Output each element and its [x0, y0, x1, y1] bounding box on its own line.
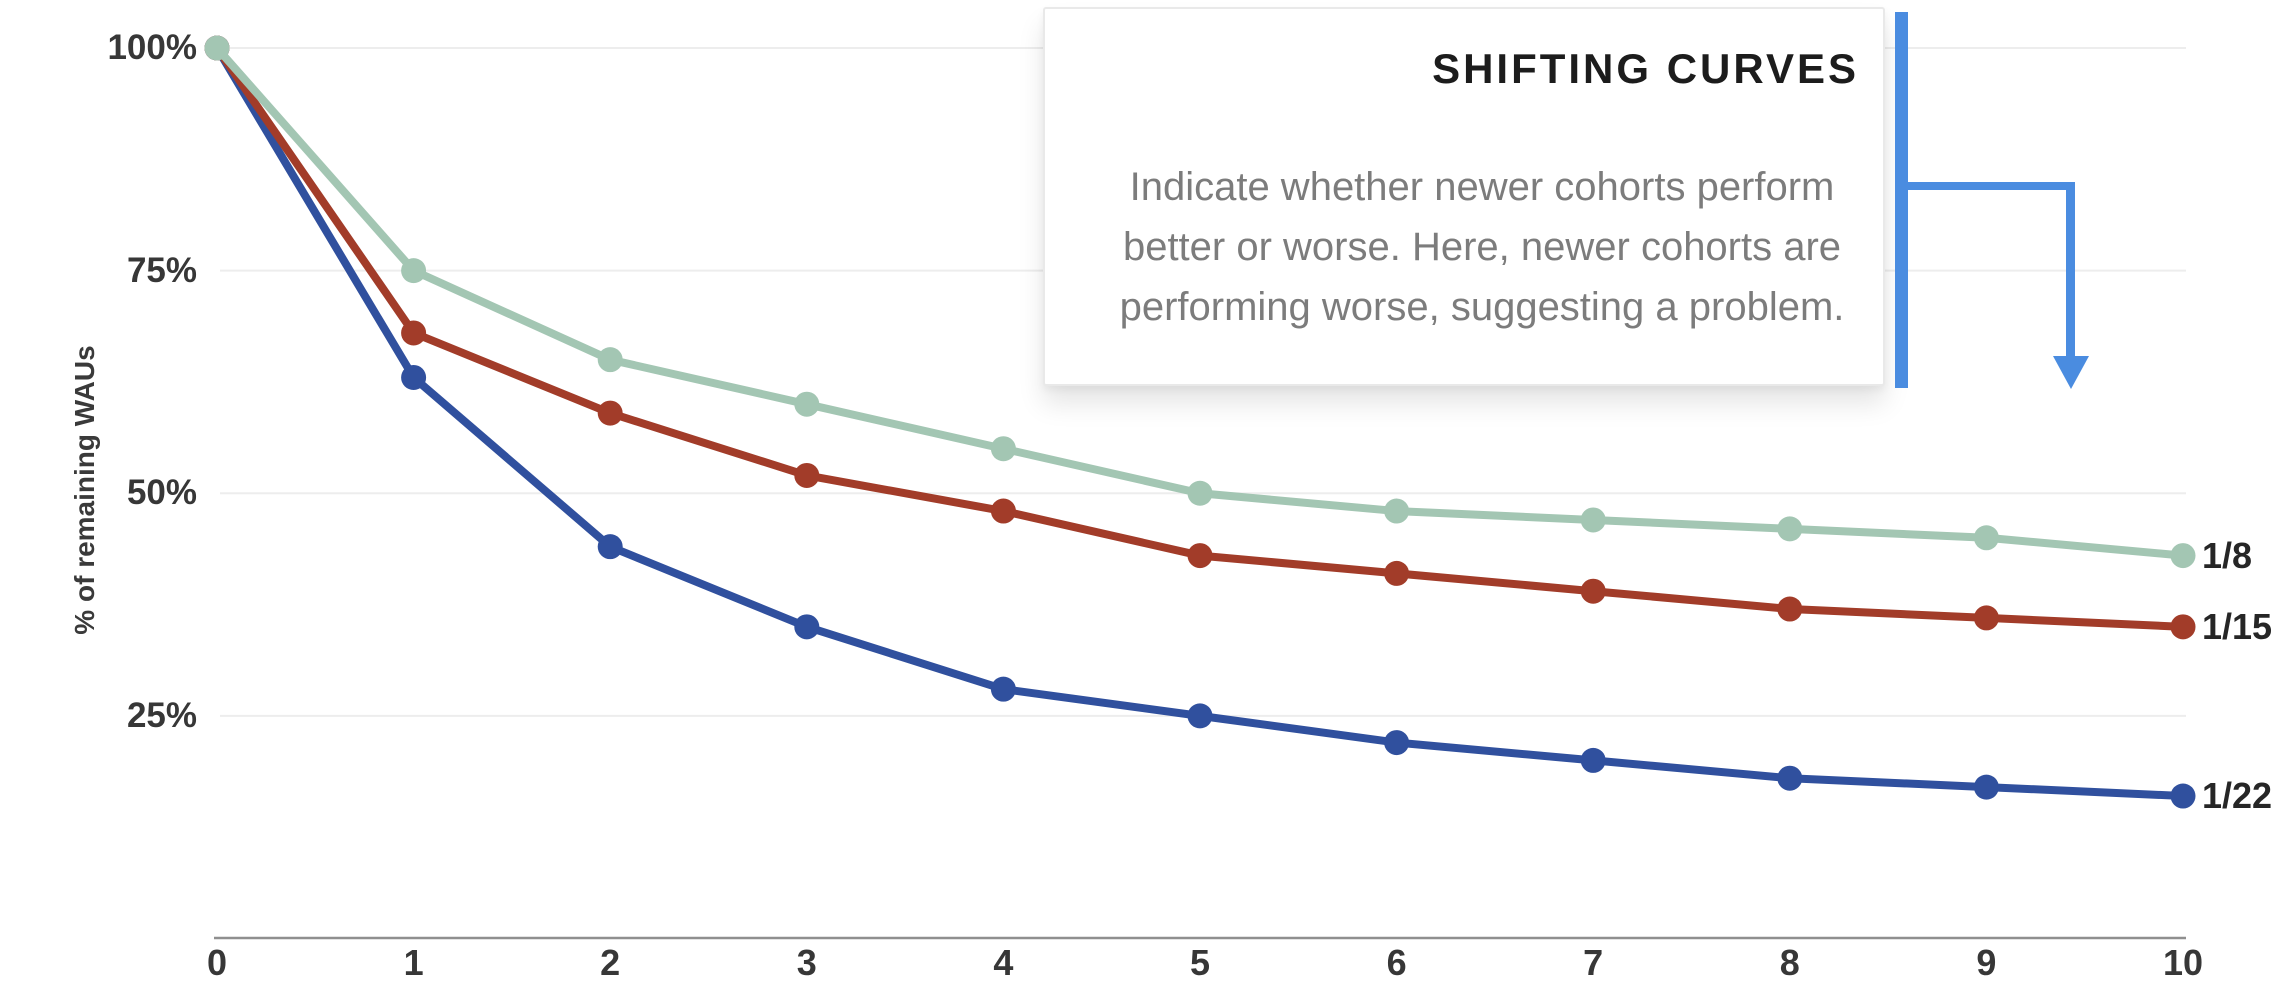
callout-body-line-3: performing worse, suggesting a problem. [1119, 285, 1845, 329]
data-point-1-15-x6 [1384, 560, 1410, 586]
callout-title: SHIFTING CURVES [1432, 45, 1859, 92]
x-tick-label-4: 4 [993, 942, 1014, 983]
y-tick-label-25%: 25% [126, 695, 197, 735]
x-tick-label-9: 9 [1976, 942, 1997, 983]
data-point-1-8-x3 [794, 391, 820, 417]
data-point-1-15-x1 [401, 320, 427, 346]
series-label-1-8: 1/8 [2202, 534, 2253, 576]
data-point-1-8-x0 [204, 35, 230, 61]
x-tick-label-0: 0 [206, 942, 228, 983]
callout-accent-bar [1895, 12, 1908, 388]
data-point-1-8-x4 [990, 436, 1016, 462]
callout-arrow-vertical-segment [2066, 182, 2075, 358]
x-tick-label-2: 2 [600, 942, 621, 983]
data-point-1-22-x2 [597, 534, 623, 560]
data-point-1-8-x5 [1187, 480, 1213, 506]
data-point-1-22-x4 [990, 676, 1016, 702]
data-point-1-8-x10 [2170, 543, 2196, 569]
data-point-1-8-x7 [1580, 507, 1606, 533]
callout-body: Indicate whether newer cohorts perform be… [1101, 157, 1863, 337]
data-point-1-8-x6 [1384, 498, 1410, 524]
data-point-1-22-x8 [1777, 765, 1803, 791]
y-tick-label-75%: 75% [126, 250, 197, 290]
data-point-1-8-x9 [1973, 525, 1999, 551]
x-tick-label-6: 6 [1386, 942, 1407, 983]
data-point-1-8-x2 [597, 347, 623, 373]
x-tick-label-7: 7 [1583, 942, 1604, 983]
x-tick-label-10: 10 [2162, 942, 2204, 983]
data-point-1-15-x3 [794, 462, 820, 488]
callout-arrow-down-head [2053, 356, 2089, 389]
data-point-1-22-x7 [1580, 747, 1606, 773]
data-point-1-8-x1 [401, 258, 427, 284]
y-tick-label-50%: 50% [126, 473, 197, 513]
x-tick-label-1: 1 [403, 942, 424, 983]
callout-arrow-horizontal-segment [1908, 182, 2075, 190]
data-point-1-15-x5 [1187, 543, 1213, 569]
data-point-1-15-x4 [990, 498, 1016, 524]
data-point-1-15-x2 [597, 400, 623, 426]
x-tick-label-3: 3 [796, 942, 817, 983]
series-label-1-22: 1/22 [2202, 775, 2273, 817]
callout-body-line-1: Indicate whether newer cohorts perform [1129, 165, 1835, 209]
data-point-1-22-x3 [794, 614, 820, 640]
y-tick-label-100%: 100% [107, 28, 197, 67]
data-point-1-15-x8 [1777, 596, 1803, 622]
data-point-1-22-x10 [2170, 783, 2196, 809]
data-point-1-22-x5 [1187, 703, 1213, 729]
data-point-1-22-x9 [1973, 774, 1999, 800]
x-tick-label-5: 5 [1189, 942, 1211, 983]
shifting-curves-callout: SHIFTING CURVES Indicate whether newer c… [1043, 7, 1885, 386]
data-point-1-8-x8 [1777, 516, 1803, 542]
data-point-1-15-x9 [1973, 605, 1999, 631]
series-label-1-15: 1/15 [2202, 605, 2273, 647]
data-point-1-15-x7 [1580, 578, 1606, 604]
callout-body-line-2: better or worse. Here, newer cohorts are [1122, 225, 1842, 269]
x-tick-label-8: 8 [1779, 942, 1800, 983]
data-point-1-15-x10 [2170, 614, 2196, 640]
data-point-1-22-x1 [401, 364, 427, 390]
y-axis-title: % of remaining WAUs [69, 345, 100, 635]
data-point-1-22-x6 [1384, 730, 1410, 756]
